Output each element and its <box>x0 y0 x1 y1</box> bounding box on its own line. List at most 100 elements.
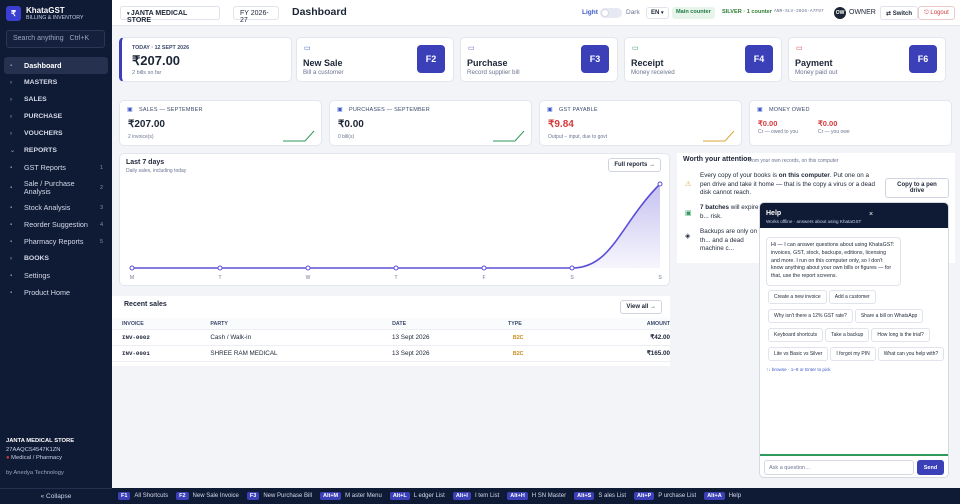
help-suggestion-chip[interactable]: Share a bill on WhatsApp <box>854 309 924 323</box>
quick-action-payment[interactable]: ▭ Payment Money paid out F6 <box>788 37 946 82</box>
store-selector[interactable]: ▾ JANTA MEDICAL STORE <box>120 6 220 24</box>
stat-card: ▣ GST PAYABLE ₹9.84 Output − input, due to … <box>539 100 742 146</box>
help-suggestion-chip[interactable]: Why isn't there a 12% GST rate? <box>768 309 853 323</box>
sidebar-footer: JANTA MEDICAL STORE 27AAQCS4547K1ZN ● Me… <box>6 437 106 477</box>
stat-value: ₹0.00 <box>758 119 778 128</box>
page-title: Dashboard <box>292 6 347 18</box>
sidebar-item-product-home[interactable]: ▪ Product Home <box>4 284 108 301</box>
help-suggestion-chip[interactable]: How long is the trial? <box>871 328 930 342</box>
sidebar-item-pharmacy-reports[interactable]: ▪ Pharmacy Reports 5 <box>4 233 108 250</box>
quick-action-new-sale[interactable]: ▭ New Sale Bill a customer F2 <box>296 37 454 82</box>
nav-icon: ▪ <box>10 164 13 171</box>
shortcut-label[interactable]: I tem List <box>474 493 500 499</box>
cell-invoice: INV-0001 <box>122 350 150 357</box>
quick-action-title: Receipt <box>631 58 664 68</box>
user-name[interactable]: OWNER <box>849 9 876 16</box>
nav-icon: ▪ <box>10 238 13 245</box>
full-reports-button[interactable]: Full reports → <box>608 158 661 172</box>
shortcut-key: Alt+I <box>452 492 471 500</box>
nav-icon: ▪ <box>10 62 13 69</box>
view-all-button[interactable]: View all → <box>620 300 662 314</box>
sidebar-item-label: REPORTS <box>24 147 57 154</box>
shortcut-label[interactable]: All Shortcuts <box>134 493 169 499</box>
shortcut-label[interactable]: L edger List <box>413 493 445 499</box>
stat-sub: Cr — you owe <box>818 129 850 135</box>
help-suggestion-chip[interactable]: Take a backup <box>825 328 870 342</box>
sidebar-item-label: Reorder Suggestion <box>24 220 88 229</box>
sidebar-item-reports[interactable]: ⌄ REPORTS <box>4 142 108 159</box>
help-suggestion-chip[interactable]: Add a customer <box>828 290 876 304</box>
shortcut-label[interactable]: M aster Menu <box>345 493 382 499</box>
cell-amount: ₹42.00 <box>650 334 670 341</box>
quick-action-subtitle: Money paid out <box>795 69 838 76</box>
shortcut-label[interactable]: New Purchase Bill <box>263 493 312 499</box>
help-send-button[interactable]: Send <box>917 460 944 475</box>
help-chips: Create a new invoice Add a customer Why is… <box>768 290 948 366</box>
stat-label: MONEY OWED <box>769 107 810 113</box>
table-header: INVOICE PARTY DATE TYPE AMOUNT <box>112 318 670 330</box>
switch-button[interactable]: ⇄ Switch <box>880 6 919 20</box>
help-suggestion-chip[interactable]: Create a new invoice <box>768 290 827 304</box>
footer-store: JANTA MEDICAL STORE <box>6 438 75 444</box>
sidebar-item-stock-analysis[interactable]: ▪ Stock Analysis 3 <box>4 199 108 216</box>
sidebar-item-settings[interactable]: ▪ Settings <box>4 267 108 284</box>
copy-pen-drive-button[interactable]: Copy to a pen drive <box>885 178 949 198</box>
logout-button[interactable]: ⎋ Logout <box>918 6 955 20</box>
avatar[interactable]: OW <box>834 7 846 19</box>
sidebar-item-dashboard[interactable]: ▪ Dashboard <box>4 57 108 74</box>
stat-icon: ▣ <box>337 107 343 113</box>
store-name: JANTA MEDICAL STORE <box>127 10 188 24</box>
stat-icon: ▣ <box>547 107 553 113</box>
sidebar-item-sales[interactable]: › SALES <box>4 91 108 108</box>
sidebar-item-label: Pharmacy Reports <box>24 237 84 246</box>
sidebar-item-label: BOOKS <box>24 255 49 262</box>
quick-action-subtitle: Bill a customer <box>303 69 344 76</box>
sidebar-item-books[interactable]: › BOOKS <box>4 250 108 267</box>
search-input[interactable]: Search anything Ctrl+K <box>6 30 105 48</box>
help-suggestion-chip[interactable]: Keyboard shortcuts <box>768 328 824 342</box>
search-placeholder: Search anything <box>13 35 64 42</box>
help-suggestion-chip[interactable]: Lite vs Basic vs Silver <box>768 347 829 361</box>
sidebar-item-label: Product Home <box>24 288 70 297</box>
sidebar-item-count: 3 <box>99 204 103 211</box>
chart-tick-label: F <box>482 275 485 281</box>
quick-action-title: New Sale <box>303 58 343 68</box>
calendar-icon: ▣ <box>685 210 692 217</box>
sparkline <box>703 130 735 142</box>
collapse-button[interactable]: « Collapse <box>0 488 112 504</box>
sidebar-item-masters[interactable]: › MASTERS <box>4 74 108 91</box>
help-panel: Help Works offline · answers about using… <box>759 202 949 478</box>
language-selector[interactable]: EN ▾ <box>646 7 669 19</box>
quick-action-purchase[interactable]: ▭ Purchase Record supplier bill F3 <box>460 37 618 82</box>
shortcut-label[interactable]: P urchase List <box>658 493 697 499</box>
sidebar-item-reorder-suggestion[interactable]: ▪ Reorder Suggestion 4 <box>4 216 108 233</box>
table-row[interactable]: INV-0002 Cash / Walk-in 13 Sept 2026 B2C ₹42… <box>112 330 670 346</box>
column-header: PARTY <box>210 320 228 327</box>
fy-selector[interactable]: FY 2026-27 <box>233 6 279 24</box>
sidebar-item-vouchers[interactable]: › VOUCHERS <box>4 125 108 142</box>
sidebar-item-purchase[interactable]: › PURCHASE <box>4 108 108 125</box>
shortcut-label[interactable]: New Sale Invoice <box>192 493 239 499</box>
send-icon: ▭ <box>796 45 803 52</box>
help-suggestion-chip[interactable]: I forgot my PIN <box>830 347 876 361</box>
chart-point <box>393 265 399 271</box>
sidebar-item-sale-purchase-analysis[interactable]: ▪ Sale / Purchase Analysis 2 <box>4 176 108 199</box>
app-brand[interactable]: ₹ KhataGST BILLING & INVENTORY <box>6 6 84 21</box>
help-suggestion-chip[interactable]: What can you help with? <box>877 347 945 361</box>
close-icon[interactable]: × <box>869 211 874 218</box>
quick-action-receipt[interactable]: ▭ Receipt Money received F4 <box>624 37 782 82</box>
shortcut-label[interactable]: H SN Master <box>531 493 567 499</box>
recent-sales-title: Recent sales <box>124 301 167 308</box>
stat-label: GST PAYABLE <box>559 107 598 113</box>
license-key: ANR-SLV-2026-A7F97 <box>774 9 824 14</box>
footer-type: Medical / Pharmacy <box>11 455 63 461</box>
help-question-input[interactable]: Ask a question… <box>764 460 914 475</box>
sidebar-item-count: 1 <box>99 164 103 171</box>
chevron-right-icon: › <box>10 130 12 137</box>
sidebar-item-gst-reports[interactable]: ▪ GST Reports 1 <box>4 159 108 176</box>
sidebar-item-label: MASTERS <box>24 79 58 86</box>
theme-toggle[interactable] <box>600 8 622 18</box>
shortcut-label[interactable]: S ales List <box>598 493 627 499</box>
shortcut-label[interactable]: Help <box>728 493 742 499</box>
table-row[interactable]: INV-0001 SHREE RAM MEDICAL 13 Sept 2026 B2C… <box>112 346 670 362</box>
